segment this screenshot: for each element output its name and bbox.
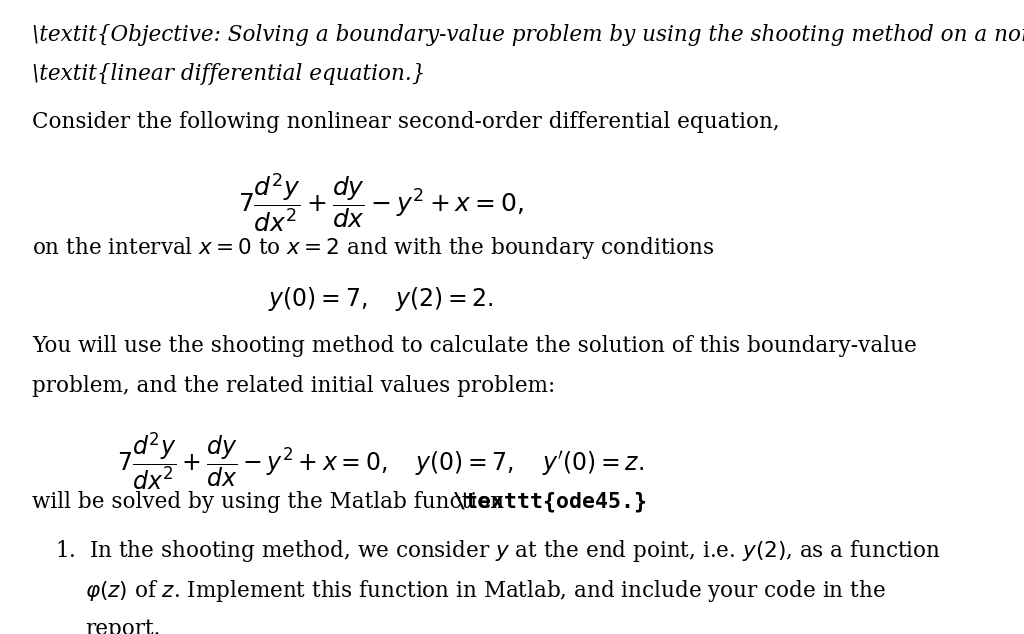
Text: will be solved by using the Matlab function: will be solved by using the Matlab funct… [32,491,511,513]
Text: $y(0) = 7, \quad y(2) = 2.$: $y(0) = 7, \quad y(2) = 2.$ [268,285,494,313]
Text: \textit{linear differential equation.}: \textit{linear differential equation.} [32,63,425,86]
Text: $\varphi(z)$ of $z$. Implement this function in Matlab, and include your code in: $\varphi(z)$ of $z$. Implement this func… [85,578,886,604]
Text: report.: report. [85,618,161,634]
Text: 1.  In the shooting method, we consider $y$ at the end point, i.e. $y(2)$, as a : 1. In the shooting method, we consider $… [54,538,940,564]
Text: $7\dfrac{d^2y}{dx^2} + \dfrac{dy}{dx} - y^2 + x = 0,$: $7\dfrac{d^2y}{dx^2} + \dfrac{dy}{dx} - … [239,171,524,234]
Text: on the interval $x = 0$ to $x = 2$ and with the boundary conditions: on the interval $x = 0$ to $x = 2$ and w… [32,235,714,261]
Text: problem, and the related initial values problem:: problem, and the related initial values … [32,375,555,397]
Text: Consider the following nonlinear second-order differential equation,: Consider the following nonlinear second-… [32,110,779,133]
Text: \textit{Objective: Solving a boundary-value problem by using the shooting method: \textit{Objective: Solving a boundary-va… [32,23,1024,46]
Text: You will use the shooting method to calculate the solution of this boundary-valu: You will use the shooting method to calc… [32,335,916,357]
Text: \texttt{ode45.}: \texttt{ode45.} [454,491,648,512]
Text: $7\dfrac{d^2y}{dx^2} + \dfrac{dy}{dx} - y^2 + x = 0, \quad y(0) = 7, \quad y'(0): $7\dfrac{d^2y}{dx^2} + \dfrac{dy}{dx} - … [118,430,645,492]
